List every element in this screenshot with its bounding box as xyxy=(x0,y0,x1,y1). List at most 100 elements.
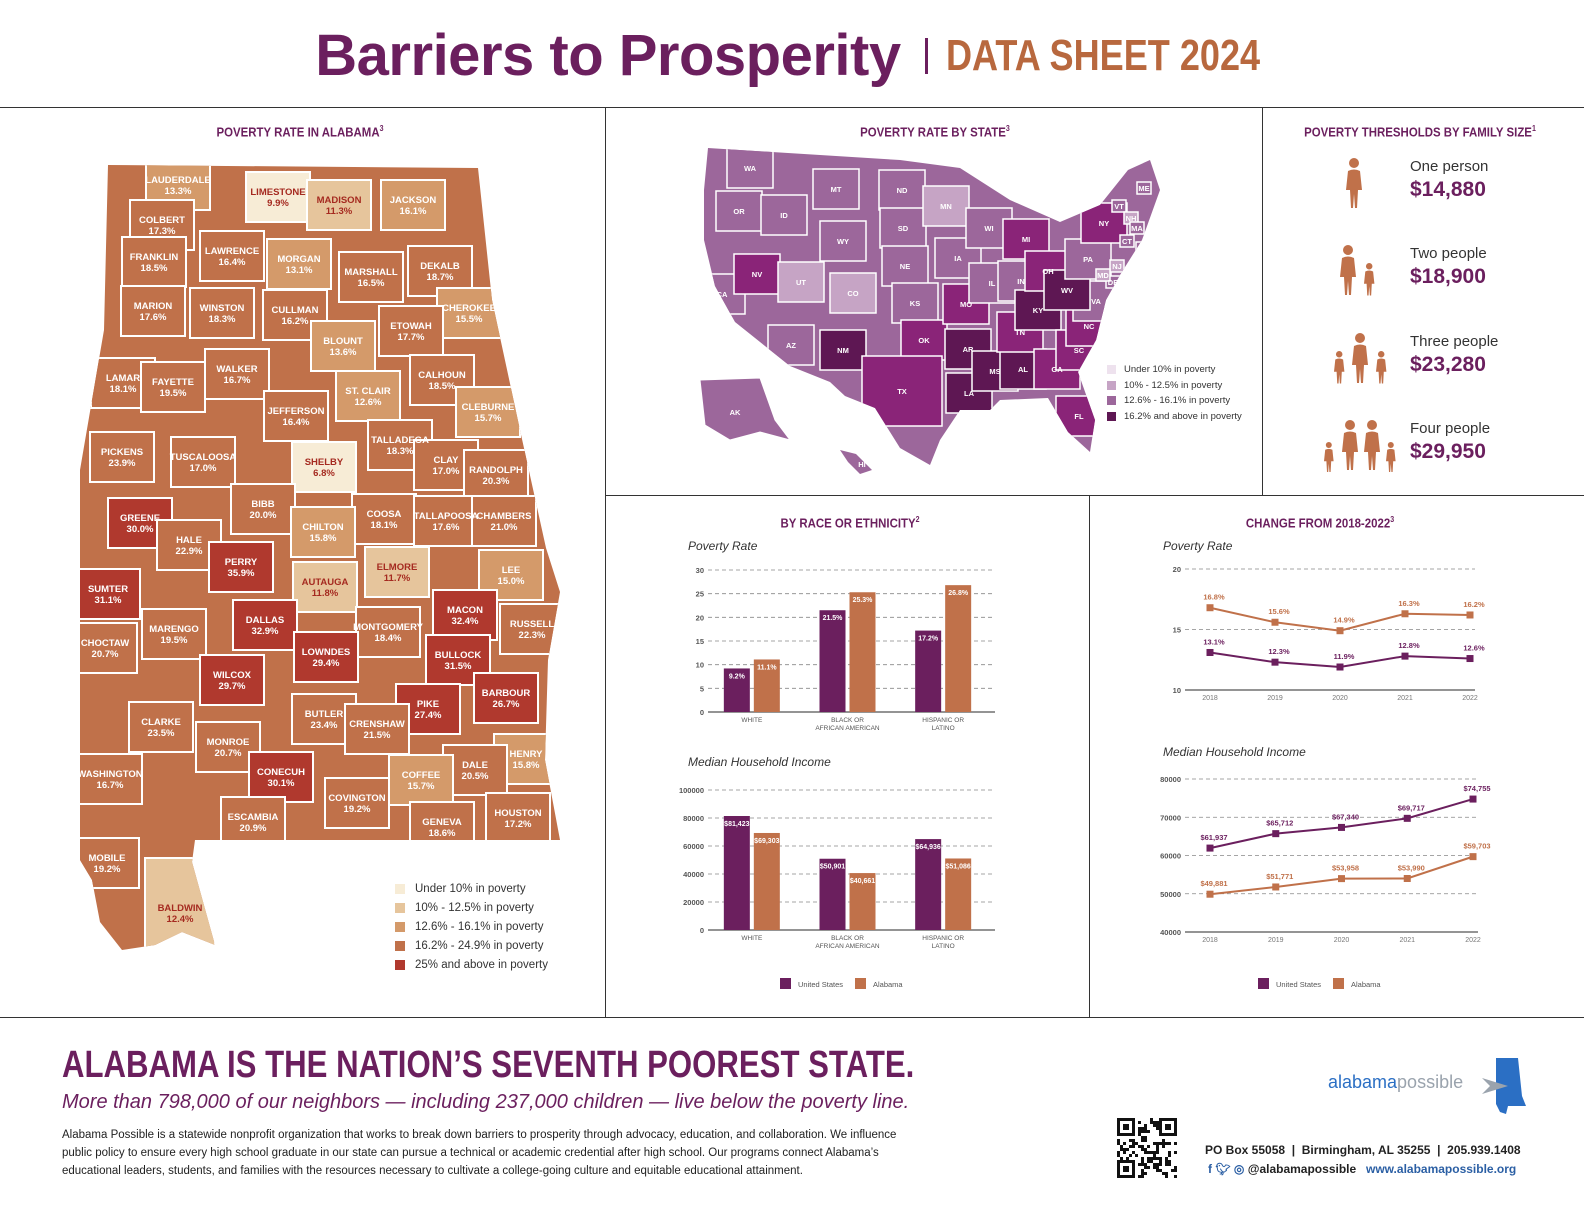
title-text: POVERTY RATE BY STATE xyxy=(860,124,1006,140)
data-label: $61,937 xyxy=(1200,833,1227,842)
county-shape xyxy=(248,751,314,803)
legend-item: 16.2% - 24.9% in poverty xyxy=(395,936,544,955)
divider xyxy=(605,107,606,1017)
state-label: TN xyxy=(1015,328,1025,337)
county-name: MARSHALL xyxy=(344,267,397,278)
state-label: WI xyxy=(984,224,993,233)
legend-item: 12.6% - 16.1% in poverty xyxy=(1107,391,1230,410)
chart-race-poverty: Poverty Rate 0 5 10 15 20 25 30 WHITE 9.2% 11.1% BL… xyxy=(688,539,995,732)
state-shape xyxy=(812,168,860,210)
y-tick-label: 50000 xyxy=(1160,890,1181,899)
county-name: JEFFERSON xyxy=(267,406,324,417)
state-label: IL xyxy=(989,279,996,288)
county-rate: 20.9% xyxy=(240,823,267,834)
county-shape xyxy=(199,654,265,706)
twitter-icon[interactable]: 🐦︎ xyxy=(1215,1162,1231,1176)
legend-label: 25% and above in poverty xyxy=(415,958,548,971)
qr-code-icon[interactable] xyxy=(1117,1118,1177,1178)
county-name: COOSA xyxy=(367,509,402,520)
data-label: 17.2% xyxy=(918,636,939,643)
county-rate: 17.0% xyxy=(433,466,460,477)
county-rate: 31.5% xyxy=(445,661,472,672)
data-label: $53,958 xyxy=(1332,864,1359,873)
x-tick-label: 2020 xyxy=(1332,695,1348,702)
state-label: NJ xyxy=(1112,262,1122,271)
x-tick-label: BLACK OR xyxy=(831,717,864,724)
county-name: FRANKLIN xyxy=(130,252,179,263)
legend-swatch xyxy=(1107,411,1116,421)
instagram-icon[interactable]: ◎ xyxy=(1233,1162,1245,1176)
legend-swatch xyxy=(395,902,405,913)
county-shape xyxy=(266,238,332,290)
county-rate: 17.6% xyxy=(433,522,460,533)
footnote-mark: 3 xyxy=(1005,124,1010,133)
county-name: MONTGOMERY xyxy=(353,622,424,633)
legend-label: Under 10% in poverty xyxy=(1124,364,1216,375)
county-name: PICKENS xyxy=(101,447,143,458)
facebook-icon[interactable]: f xyxy=(1208,1162,1212,1176)
county-rate: 15.0% xyxy=(498,576,525,587)
data-label: 12.3% xyxy=(1268,647,1290,656)
county-rate: 23.5% xyxy=(148,728,175,739)
county-name: WILCOX xyxy=(213,670,252,681)
data-point xyxy=(1466,655,1474,663)
county-rate: 29.4% xyxy=(313,658,340,669)
chart-race-income: Median Household Income 0 20000 40000 60000 8… xyxy=(679,755,995,989)
data-label: $65,712 xyxy=(1266,819,1293,828)
threshold-item: Two people $18,900 xyxy=(1300,245,1560,315)
state-label: HI xyxy=(858,460,866,469)
county-name: RUSSELL xyxy=(510,619,555,630)
threshold-item: Four people $29,950 xyxy=(1300,420,1560,490)
divider xyxy=(605,495,1584,496)
county-name: LOWNDES xyxy=(302,647,351,658)
county-rate: 18.5% xyxy=(429,381,456,392)
x-tick-label: 2018 xyxy=(1202,695,1218,702)
county-name: LAUDERDALE xyxy=(145,175,210,186)
county-rate: 13.6% xyxy=(330,347,357,358)
county-name: MARENGO xyxy=(149,624,199,635)
chart-title: Median Household Income xyxy=(1163,745,1306,759)
county-shape xyxy=(291,441,357,493)
legend-label: Alabama xyxy=(1351,980,1381,989)
alabama-possible-logo[interactable]: alabamapossible xyxy=(1328,1058,1526,1114)
county-name: CLARKE xyxy=(141,717,181,728)
social-handle[interactable]: @alabamapossible xyxy=(1247,1162,1357,1176)
alabama-logo-icon xyxy=(1482,1058,1526,1114)
legend-swatch xyxy=(1107,396,1116,405)
county-rate: 16.2% xyxy=(282,316,309,327)
county-name: JACKSON xyxy=(390,195,437,206)
data-point xyxy=(1272,883,1280,891)
county-rate: 12.4% xyxy=(167,914,194,925)
county-rate: 13.1% xyxy=(286,265,313,276)
state-label: NC xyxy=(1084,322,1095,331)
data-point xyxy=(1206,844,1214,852)
y-tick-label: 0 xyxy=(700,926,704,935)
county-name: HALE xyxy=(176,535,202,546)
county-name: ELMORE xyxy=(377,562,418,573)
data-label: 11.9% xyxy=(1334,652,1355,661)
bar xyxy=(945,585,972,712)
county-rate: 32.4% xyxy=(452,616,479,627)
county-name: DEKALB xyxy=(420,261,460,272)
data-label: $51,771 xyxy=(1266,872,1293,881)
legend-label: 16.2% and above in poverty xyxy=(1124,410,1242,422)
county-name: LAWRENCE xyxy=(205,246,259,257)
y-tick-label: 100000 xyxy=(679,786,704,795)
county-rate: 20.0% xyxy=(250,510,277,521)
state-label: MO xyxy=(960,300,972,309)
footnote-mark: 3 xyxy=(1390,515,1395,524)
y-tick-label: 10 xyxy=(1173,686,1181,695)
county-shape xyxy=(338,251,404,303)
legend-swatch xyxy=(395,921,405,932)
data-label: $49,881 xyxy=(1200,879,1227,888)
county-name: BIBB xyxy=(251,499,274,510)
divider xyxy=(1262,107,1263,495)
county-rate: 11.3% xyxy=(326,206,353,217)
county-name: BLOUNT xyxy=(323,336,363,347)
state-label: CO xyxy=(847,289,858,298)
y-tick-label: 40000 xyxy=(683,870,704,879)
county-name: ST. CLAIR xyxy=(345,386,391,397)
county-name: FAYETTE xyxy=(152,377,194,388)
x-tick-label: 2019 xyxy=(1268,937,1284,944)
website-link[interactable]: www.alabamapossible.org xyxy=(1366,1162,1517,1176)
